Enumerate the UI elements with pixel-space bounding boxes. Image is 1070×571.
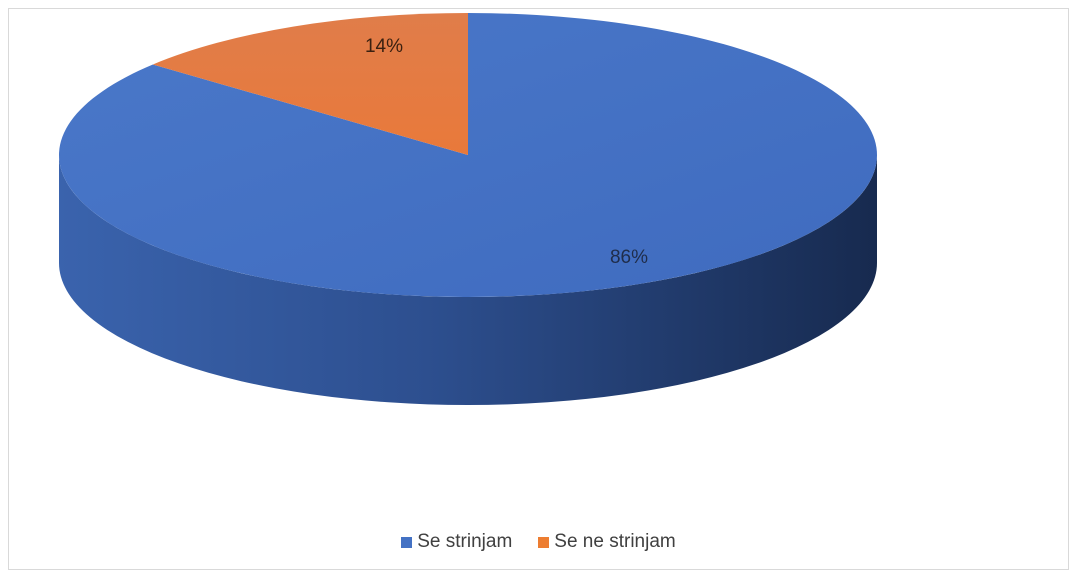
legend-label: Se ne strinjam: [554, 531, 676, 552]
legend-item-se-ne-strinjam: Se ne strinjam: [538, 531, 676, 553]
pie-chart: 86% 14%: [58, 13, 878, 405]
legend-swatch-orange: [538, 536, 550, 548]
legend-item-se-strinjam: Se strinjam: [401, 531, 512, 553]
chart-area: 86% 14% Se strinjam Se ne strinjam: [8, 8, 1069, 570]
pie-side-wall-0: [59, 155, 877, 405]
legend: Se strinjam Se ne strinjam: [9, 531, 1068, 553]
legend-label: Se strinjam: [417, 531, 513, 552]
data-label-1: 14%: [365, 36, 403, 57]
data-label-0: 86%: [610, 247, 648, 268]
pie-slice-1: [152, 13, 468, 155]
legend-swatch-blue: [401, 536, 413, 548]
